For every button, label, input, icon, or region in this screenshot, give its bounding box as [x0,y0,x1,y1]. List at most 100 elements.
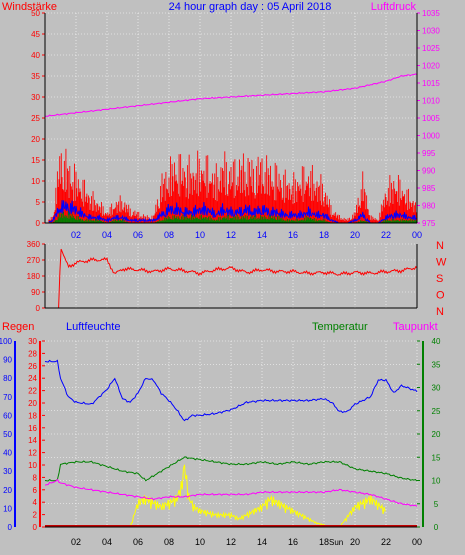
tick-label: 25 [432,407,441,416]
tick-label: 5 [36,198,41,207]
tick-label: 15 [31,156,40,165]
tick-label: 50 [31,9,40,18]
x-tick-label: 00 [412,230,422,240]
tick-label: 22 [28,387,37,396]
tick-label: 50 [3,430,12,439]
pressure-axis-title: Luftdruck [371,1,417,13]
series-line-direction [45,248,418,309]
tick-label: 25 [31,114,40,123]
tick-label: 0 [434,523,439,532]
chart-title: 24 hour graph day : 05 April 2018 [169,1,332,13]
x-tick-label: 20 [350,537,360,547]
x-tick-label: 20 [350,230,360,240]
tick-label: 35 [432,360,441,369]
x-tick-label: 16 [288,537,298,547]
tick-label: 90 [3,356,12,365]
tick-label: 40 [432,337,441,346]
compass-label: W [436,257,447,269]
wind-axis-title: Windstärke [2,1,57,13]
tick-label: 8 [33,473,38,482]
compass-label: N [436,306,444,318]
tick-label: 1030 [422,27,440,36]
rain-axis-ticks: 0 10 20 30 40 50 60 70 80 90 100 [0,337,16,532]
tick-label: 10 [3,504,12,513]
tick-label: 20 [31,135,40,144]
tick-label: 985 [422,184,436,193]
tick-label: 1005 [422,114,440,123]
tick-label: 24 [28,374,37,383]
tick-label: 990 [422,167,436,176]
tick-label: 360 [27,240,41,249]
tick-label: 0 [8,523,13,532]
x-axis-ticks-bottom: 02 04 06 08 10 12 14 16 18 20 22 00 [71,537,422,547]
x-axis-ticks-top: 02 04 06 08 10 12 14 16 18 20 22 00 [71,230,422,240]
sun-label: Sun [329,538,343,547]
tick-label: 6 [33,486,38,495]
rain-axis-title: Regen [2,321,34,333]
series-line-pressure [44,73,418,117]
tick-label: 180 [27,272,41,281]
x-tick-label: 04 [102,537,112,547]
x-tick-label: 06 [133,230,143,240]
x-tick-label: 10 [195,537,205,547]
tick-label: 980 [422,202,436,211]
tick-label: 26 [28,362,37,371]
tick-label: 14 [28,436,37,445]
tick-label: 28 [28,349,37,358]
tick-label: 0 [33,523,38,532]
x-tick-label: 06 [133,537,143,547]
series-line-mean [48,200,417,224]
climate-series [44,359,418,528]
tick-label: 100 [0,337,13,346]
tick-label: 12 [28,449,37,458]
x-tick-label: 18 [319,537,329,547]
tick-label: 995 [422,149,436,158]
tick-label: 5 [434,500,439,509]
tick-label: 1000 [422,132,440,141]
dewpoint-axis-title: Taupunkt [393,321,438,333]
tick-label: 20 [28,399,37,408]
tick-label: 270 [27,256,41,265]
tick-label: 1010 [422,97,440,106]
x-tick-label: 02 [71,230,81,240]
tick-label: 30 [31,93,40,102]
x-tick-label: 08 [164,537,174,547]
series-line-temperature [44,456,418,482]
tick-label: 18 [28,411,37,420]
series-line-solar [129,464,386,528]
x-tick-label: 12 [226,537,236,547]
tick-label: 16 [28,424,37,433]
x-tick-label: 22 [381,230,391,240]
temperature-axis-title: Temperatur [312,321,368,333]
tick-label: 20 [3,486,12,495]
tick-label: 1015 [422,79,440,88]
x-tick-label: 10 [195,230,205,240]
humidity-axis-title: Luftfeuchte [66,321,120,333]
tick-label: 4 [33,498,38,507]
tick-label: 1035 [422,9,440,18]
x-tick-label: 08 [164,230,174,240]
tick-label: 0 [36,219,41,228]
tick-label: 1025 [422,44,440,53]
x-tick-label: 14 [257,230,267,240]
tick-label: 40 [31,51,40,60]
x-tick-label: 22 [381,537,391,547]
tick-label: 10 [31,177,40,186]
compass-label: N [436,240,444,252]
tick-label: 90 [31,288,40,297]
temperature-axis-ticks: 0 5 10 15 20 25 30 35 40 [417,337,441,532]
tick-label: 45 [31,30,40,39]
wind-axis-ticks: 0 5 10 15 20 25 30 35 40 45 50 [31,9,46,228]
series-line-dewpoint [44,478,418,507]
tick-label: 60 [3,411,12,420]
tick-label: 40 [3,449,12,458]
x-tick-label: 00 [412,537,422,547]
series-line-humidity [44,359,418,422]
tick-label: 15 [432,453,441,462]
direction-axis-ticks: 0 90 180 270 360 [27,240,418,313]
tick-label: 20 [432,430,441,439]
tick-label: 80 [3,374,12,383]
tick-label: 975 [422,219,436,228]
